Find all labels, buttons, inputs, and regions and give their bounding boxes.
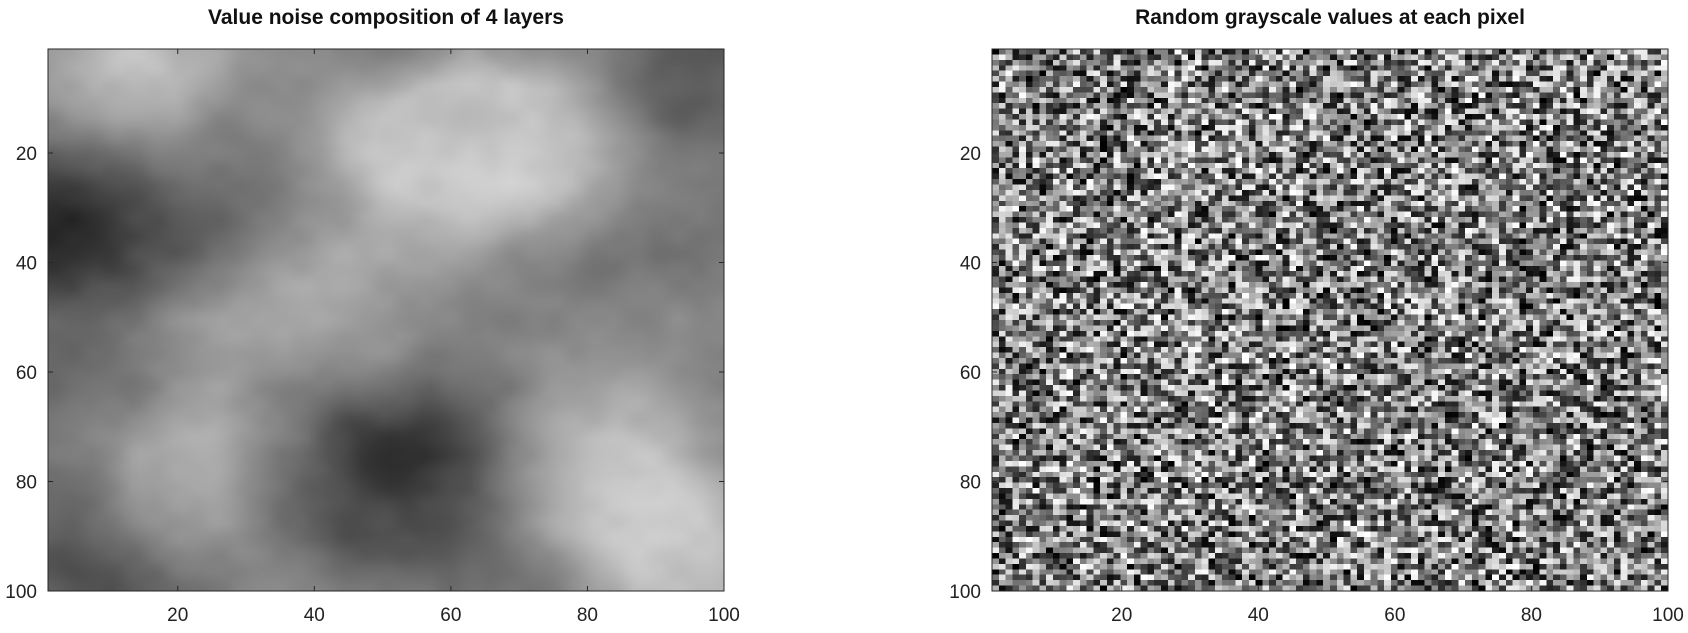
y-tick-label-noise: 60 [16,363,37,384]
x-tick-label-noise: 20 [167,605,188,626]
y-tick-label-noise: 40 [16,254,37,275]
y-ticks-random: 20 40 60 80 100 [949,144,1668,603]
x-tick-label-noise: 60 [440,605,461,626]
y-tick-label-random: 40 [960,254,981,275]
x-tick-label-noise: 40 [304,605,325,626]
y-tick-label-random: 20 [960,144,981,165]
y-ticks-noise: 20 40 60 80 100 [5,144,724,603]
x-ticks-noise: 20 40 60 80 100 [167,49,740,626]
x-tick-label-random: 60 [1384,605,1405,626]
y-tick-label-noise: 100 [5,582,37,603]
y-tick-label-noise: 20 [16,144,37,165]
axes-frame-noise [47,48,725,592]
heatmap-noise [48,49,724,591]
y-tick-label-random: 100 [949,582,981,603]
heatmap-random [992,49,1668,591]
x-tick-label-random: 20 [1111,605,1132,626]
x-tick-label-random: 40 [1248,605,1269,626]
noise-image [48,49,724,591]
x-tick-label-noise: 80 [577,605,598,626]
x-tick-label-noise: 100 [708,605,740,626]
x-tick-label-random: 80 [1521,605,1542,626]
y-tick-label-random: 80 [960,473,981,494]
plot-noise: Value noise composition of 4 layers 20 40… [5,6,740,626]
random-image [992,49,1668,591]
x-ticks-random: 20 40 60 80 100 [1111,49,1684,626]
y-tick-label-random: 60 [960,363,981,384]
x-tick-label-random: 100 [1652,605,1684,626]
y-tick-label-noise: 80 [16,473,37,494]
axes-frame-random [991,48,1669,592]
chart-title-random: Random grayscale values at each pixel [1135,6,1525,29]
plot-random: Random grayscale values at each pixel 20… [949,6,1684,626]
chart-title-noise: Value noise composition of 4 layers [208,6,564,29]
